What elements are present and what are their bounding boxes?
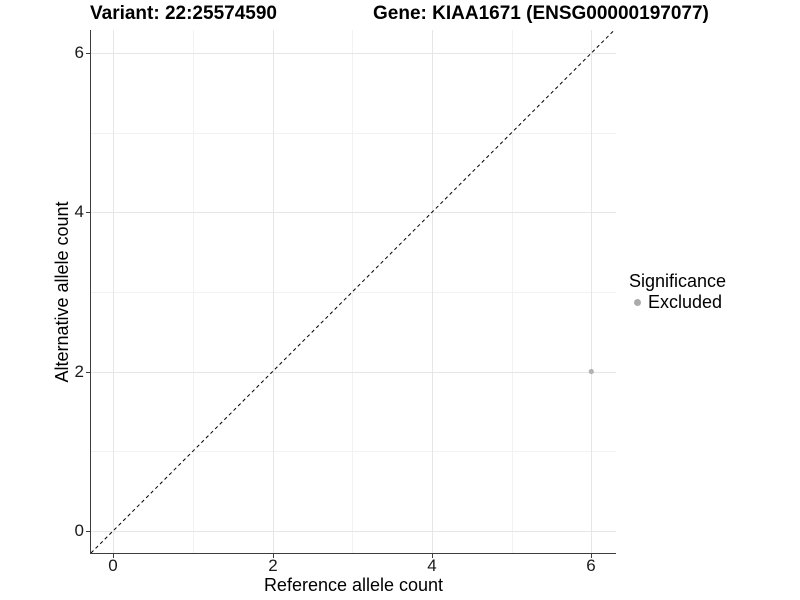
x-tick (273, 554, 274, 558)
y-tick (86, 53, 90, 54)
legend-entry-label: Excluded (648, 292, 723, 312)
plot-title-variant: Variant: 22:25574590 (90, 3, 277, 24)
legend: Significance Excluded (629, 271, 726, 312)
legend-marker-icon (633, 298, 641, 306)
y-axis-line (90, 30, 91, 554)
x-tick (432, 554, 433, 558)
y-tick-label: 4 (74, 202, 84, 221)
chart-canvas (91, 30, 616, 553)
x-tick (113, 554, 114, 558)
x-tick-label: 6 (586, 556, 596, 575)
data-point (588, 368, 594, 375)
y-tick-label: 0 (74, 521, 84, 540)
y-axis-title: Alternative allele count (52, 201, 72, 383)
x-tick (591, 554, 592, 558)
x-axis-title: Reference allele count (263, 575, 444, 595)
y-tick-label: 2 (74, 362, 84, 381)
y-tick (86, 531, 90, 532)
legend-title: Significance (629, 271, 727, 291)
y-tick (86, 212, 90, 213)
x-tick-label: 2 (268, 556, 278, 575)
x-tick-label: 4 (427, 556, 437, 575)
legend-key (629, 298, 645, 306)
y-tick (86, 372, 90, 373)
x-tick-label: 0 (108, 556, 118, 575)
plot-title-gene: Gene: KIAA1671 (ENSG00000197077) (373, 3, 709, 24)
y-tick-label: 6 (74, 43, 84, 62)
plot-panel (91, 30, 616, 553)
legend-entry: Excluded (629, 292, 726, 312)
x-axis-line (90, 553, 616, 554)
